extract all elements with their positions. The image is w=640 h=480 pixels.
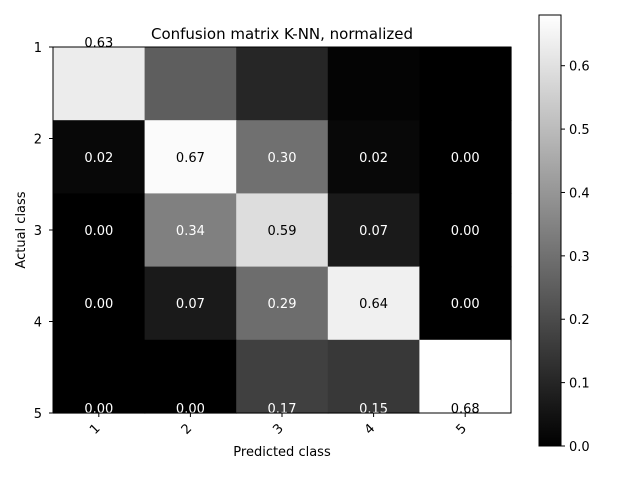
heatmap-cell [419,120,512,194]
cell-value-label: 0.02 [84,151,113,166]
cell-value-label: 0.00 [84,297,113,312]
x-tick-label: 4 [362,421,378,437]
heatmap-cell [53,47,146,121]
cell-value-label: 0.30 [268,151,297,166]
x-axis-label: Predicted class [233,445,331,460]
y-axis-ticks: 1 2 3 4 5 [34,41,53,422]
cell-value-label: 0.34 [176,224,205,239]
heatmap-cell [236,193,329,268]
colorbar-tick-label: 0.3 [569,250,590,265]
heatmap-cell [144,193,237,268]
heatmap-cell [236,120,329,194]
heatmap-cell [419,47,512,121]
heatmap-cell [144,266,237,341]
heatmap-cell [327,266,420,341]
heatmap-cell [144,339,237,414]
heatmap-cell [419,266,512,341]
colorbar-tick-label: 0.0 [569,440,590,455]
heatmap-cell [53,266,146,341]
heatmap-cell [419,193,512,268]
heatmap-cell [236,266,329,341]
colorbar-tick-label: 0.2 [569,313,590,328]
cell-value-label: 0.00 [451,151,480,166]
x-tick-label: 2 [179,421,195,437]
y-tick-label: 1 [34,41,42,56]
y-tick-label: 5 [34,407,42,422]
heatmap-cell [419,339,512,414]
heatmap-cell [236,339,329,414]
heatmap-cell [53,339,146,414]
heatmap-cell [236,47,329,121]
cell-value-label: 0.00 [84,224,113,239]
y-tick-label: 3 [34,224,42,239]
y-tick-label: 4 [34,316,42,331]
colorbar-tick-label: 0.1 [569,377,590,392]
x-tick-label: 3 [270,421,286,437]
y-tick-label: 2 [34,133,42,148]
colorbar-tick-label: 0.6 [569,60,590,75]
cell-value-label: 0.64 [359,297,388,312]
cell-value-label: 0.07 [359,224,388,239]
colorbar-tick-label: 0.4 [569,186,590,201]
heatmap-cell [327,120,420,194]
cell-value-label: 0.07 [176,297,205,312]
chart-title: Confusion matrix K-NN, normalized [151,25,413,43]
heatmap-cells [53,47,512,414]
cell-value-label: 0.59 [268,224,297,239]
colorbar [538,14,562,447]
x-tick-label: 5 [453,421,469,437]
heatmap-cell [327,47,420,121]
cell-value-label: 0.00 [451,224,480,239]
cell-value-label: 0.67 [176,151,205,166]
cell-value-label: 0.63 [84,36,113,51]
colorbar-ticks: 0.0 0.1 0.2 0.3 0.4 0.5 0.6 [561,60,590,455]
heatmap-cell [327,339,420,414]
cell-value-label: 0.29 [268,297,297,312]
y-axis-label: Actual class [14,191,29,268]
cell-value-label: 0.00 [451,297,480,312]
colorbar-tick-label: 0.5 [569,123,590,138]
heatmap-cell [144,120,237,194]
heatmap-cell [53,193,146,268]
x-tick-label: 1 [87,421,103,437]
cell-value-label: 0.02 [359,151,388,166]
heatmap-cell [144,47,237,121]
heatmap-cell [53,120,146,194]
heatmap-cell [327,193,420,268]
